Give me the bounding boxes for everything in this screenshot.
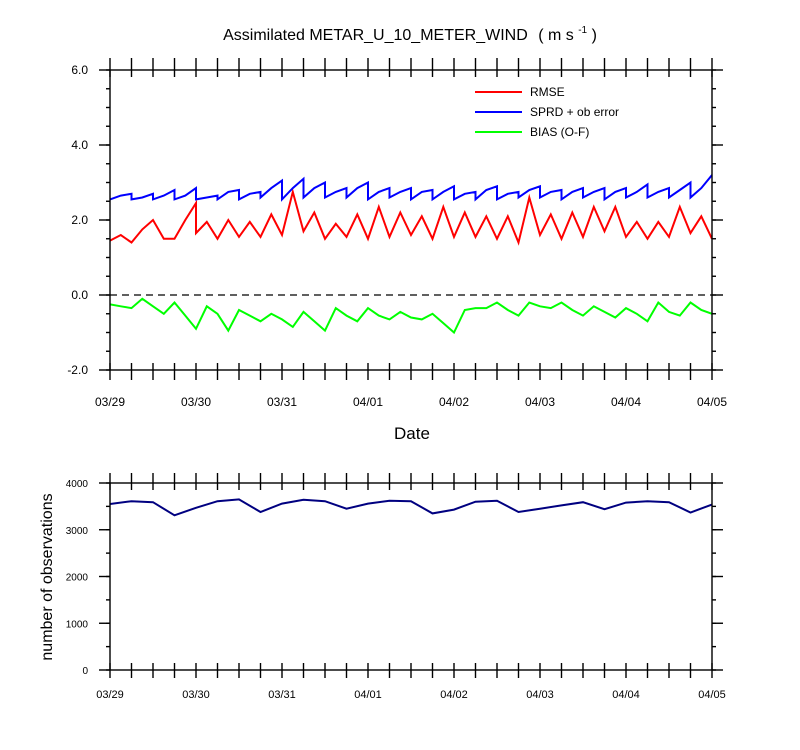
y-tick-label: -2.0 — [67, 363, 88, 377]
series-line-bias-o-f — [110, 297, 712, 335]
x-axis-title: Date — [394, 424, 430, 443]
chart-title-units-close: ) — [592, 27, 597, 44]
x-tick-label: 04/01 — [353, 395, 383, 409]
y-axis-title-observations: number of observations — [39, 493, 56, 660]
x-tick-label: 04/03 — [525, 395, 555, 409]
x-tick-label: 03/29 — [96, 689, 124, 701]
chart-title-text: Assimilated METAR_U_10_METER_WIND — [223, 27, 528, 44]
x-tick-label: 03/29 — [95, 395, 125, 409]
chart-title-units: ( m s — [538, 27, 574, 44]
legend-label-sprd-ob-error: SPRD + ob error — [530, 105, 619, 119]
x-tick-label: 04/02 — [439, 395, 469, 409]
x-tick-label: 04/02 — [440, 689, 468, 701]
x-tick-label: 04/05 — [697, 395, 727, 409]
y-tick-label: 2000 — [66, 573, 89, 584]
x-tick-label: 04/04 — [611, 395, 641, 409]
y-tick-label: 6.0 — [71, 63, 88, 77]
legend-label-bias-o-f: BIAS (O-F) — [530, 125, 589, 139]
series-line-rmse — [110, 187, 712, 246]
x-tick-label: 03/31 — [268, 689, 296, 701]
observation-count-panel: 03/29 03/30 03/31 04/01 04/02 04/03 04/04 04/05… — [66, 473, 726, 701]
y-tick-label: 0.0 — [71, 288, 88, 302]
chart-title-units-superscript: -1 — [578, 25, 587, 36]
y-tick-label: 0 — [82, 666, 88, 677]
x-tick-label: 04/05 — [698, 689, 726, 701]
x-tick-label: 04/04 — [612, 689, 640, 701]
y-tick-label: 3000 — [66, 526, 89, 537]
series-line-sprd-ob-error — [110, 174, 712, 202]
legend: RMSE SPRD + ob error BIAS (O-F) — [475, 85, 619, 139]
legend-label-rmse: RMSE — [530, 85, 565, 99]
plot-frame — [109, 69, 713, 371]
x-tick-label: 04/03 — [526, 689, 554, 701]
y-tick-label: 4.0 — [71, 138, 88, 152]
y-tick-label: 4000 — [66, 479, 89, 490]
y-tick-label: 1000 — [66, 619, 89, 630]
rmse-spread-bias-panel: 03/29 03/30 03/31 04/01 04/02 04/03 04/04 04/05… — [67, 58, 727, 409]
chart-title: Assimilated METAR_U_10_METER_WIND ( m s … — [223, 20, 597, 44]
y-tick-label: 2.0 — [71, 213, 88, 227]
series-line-series-0 — [110, 498, 712, 517]
x-tick-label: 04/01 — [354, 689, 382, 701]
plot-frame — [109, 482, 713, 671]
x-tick-label: 03/30 — [181, 395, 211, 409]
x-tick-label: 03/30 — [182, 689, 210, 701]
x-tick-label: 03/31 — [267, 395, 297, 409]
